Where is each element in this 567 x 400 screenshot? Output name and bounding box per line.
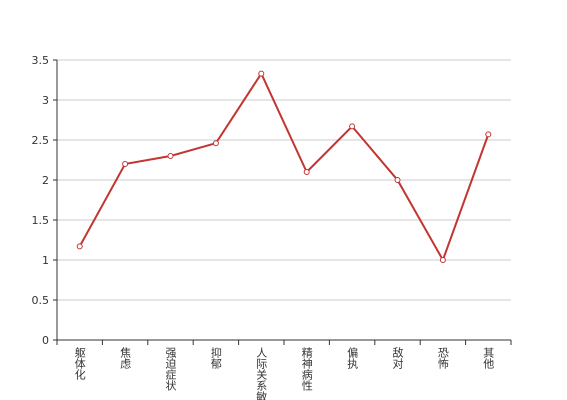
x-tick-label: 恐怖: [436, 347, 449, 369]
point: [167, 153, 174, 159]
x-tick-label: 敌对: [391, 346, 404, 369]
x-tick-label: 躯体化: [73, 347, 86, 381]
point: [349, 123, 356, 130]
y-tick-label: 2.5: [32, 134, 50, 147]
x-tick-label: 抑郁: [209, 346, 222, 369]
point: [394, 177, 401, 183]
point: [485, 131, 492, 138]
point: [212, 140, 219, 147]
y-tick-label: 0: [42, 334, 49, 347]
point: [122, 161, 129, 167]
y-tick-label: 0.5: [32, 294, 50, 307]
x-tick-label: 偏执: [346, 346, 359, 370]
line: [78, 71, 490, 263]
point: [258, 70, 265, 77]
y-tick-label: 1.5: [32, 214, 50, 227]
point: [76, 243, 83, 250]
x-tick-label: 强迫症状: [164, 347, 177, 391]
y-tick-label: 1: [42, 254, 49, 267]
x-tick-label: 精神病性: [300, 347, 313, 392]
x-tick-label: 其他: [482, 347, 495, 369]
x-tick-label: 焦虑: [119, 347, 132, 369]
y-tick-label: 3.5: [32, 54, 50, 67]
point: [439, 257, 446, 263]
point: [303, 169, 310, 175]
y-tick-label: 3: [42, 94, 49, 107]
y-tick-label: 2: [42, 174, 49, 187]
x-tick-label: 人际关系敏感: [255, 347, 268, 400]
